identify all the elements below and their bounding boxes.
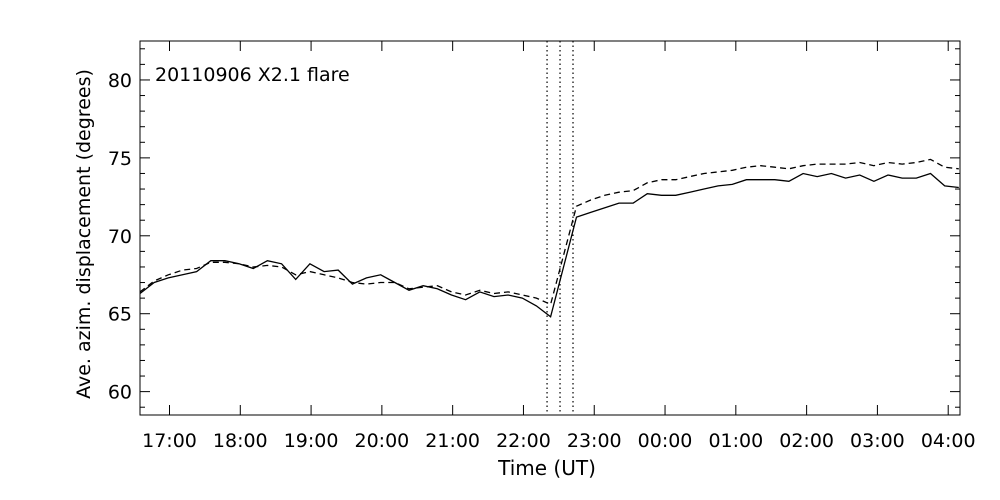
x-tick-label: 23:00 xyxy=(567,430,622,452)
x-tick-label: 20:00 xyxy=(354,430,409,452)
vertical-markers xyxy=(546,41,574,415)
x-tick-label: 22:00 xyxy=(496,430,551,452)
x-tick-label: 00:00 xyxy=(638,430,693,452)
x-tick-label: 03:00 xyxy=(850,430,905,452)
y-axis-ticks: 60 65 70 75 80 xyxy=(108,48,960,408)
x-tick-label: 01:00 xyxy=(708,430,763,452)
x-tick-label: 04:00 xyxy=(921,430,976,452)
x-tick-label: 19:00 xyxy=(284,430,339,452)
series-line-solid xyxy=(139,172,959,318)
plot-frame xyxy=(139,40,961,416)
y-tick-label: 80 xyxy=(108,70,132,92)
series-layer xyxy=(139,158,959,318)
y-tick-label: 70 xyxy=(108,226,132,248)
y-tick-label: 65 xyxy=(108,304,132,326)
x-axis-ticks: 17:00 18:00 19:00 20:00 21:00 22:00 23:00 00:00… xyxy=(142,41,976,452)
x-tick-label: 21:00 xyxy=(425,430,480,452)
y-tick-label: 60 xyxy=(108,382,132,404)
x-axis-label: Time (UT) xyxy=(497,456,596,480)
flare-annotation: 20110906 X2.1 flare xyxy=(155,64,350,86)
x-tick-label: 02:00 xyxy=(779,430,834,452)
y-tick-label: 75 xyxy=(108,148,132,170)
y-axis-label: Ave. azim. displacement (degrees) xyxy=(73,69,95,399)
series-line-dashed xyxy=(139,158,959,306)
x-tick-label: 17:00 xyxy=(142,430,197,452)
x-tick-label: 18:00 xyxy=(213,430,268,452)
